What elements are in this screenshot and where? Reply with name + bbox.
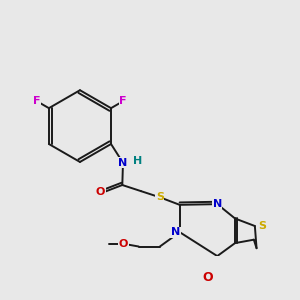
Text: S: S <box>258 221 266 231</box>
Text: O: O <box>202 272 213 284</box>
Text: O: O <box>118 239 128 249</box>
Text: F: F <box>33 96 41 106</box>
Text: N: N <box>213 199 222 209</box>
Text: O: O <box>96 187 105 197</box>
Text: N: N <box>171 227 180 237</box>
Text: H: H <box>133 156 142 166</box>
Text: F: F <box>119 96 127 106</box>
Text: S: S <box>156 192 164 202</box>
Text: N: N <box>118 158 127 168</box>
